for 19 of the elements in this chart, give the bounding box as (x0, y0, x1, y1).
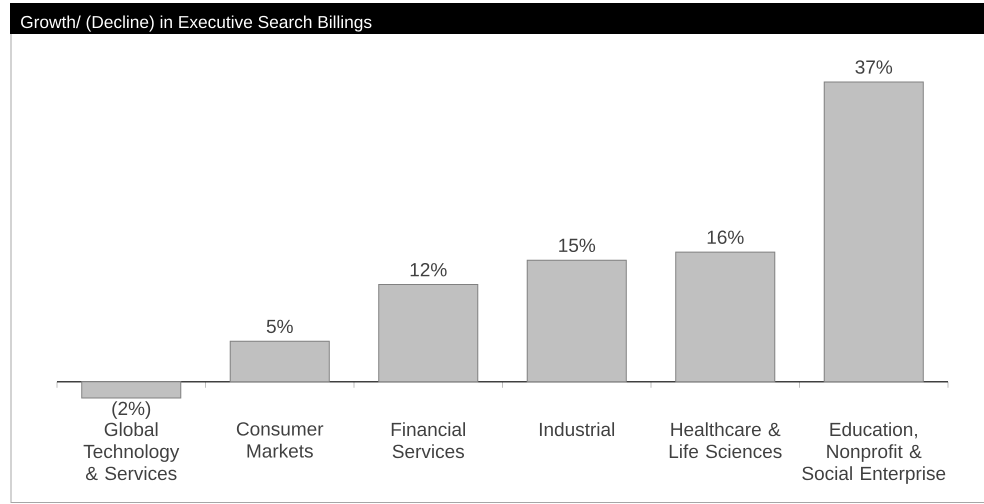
bar (675, 252, 776, 382)
data-label: 5% (266, 320, 293, 334)
x-tick-label: Education, Nonprofit & Social Enterprise (802, 422, 946, 484)
bar (81, 381, 182, 398)
data-label: 16% (708, 230, 744, 244)
data-label: (2%) (112, 401, 150, 419)
data-label: 12% (410, 262, 447, 276)
x-tick-label: Global Technology & Services (84, 422, 180, 480)
bar (378, 284, 478, 382)
x-tick-label: Healthcare & Life Sciences (670, 422, 782, 458)
x-tick-label: Financial Services (392, 422, 465, 458)
data-label: 37% (855, 60, 892, 74)
x-tick-label: Industrial (540, 422, 614, 436)
chart-title: Growth/ (Decline) in Executive Search Billings (21, 15, 372, 32)
bar (526, 260, 627, 382)
x-tick-label: Consumer Markets (236, 422, 324, 458)
bar (230, 340, 330, 382)
bar (824, 81, 924, 382)
data-label: 15% (559, 238, 596, 252)
